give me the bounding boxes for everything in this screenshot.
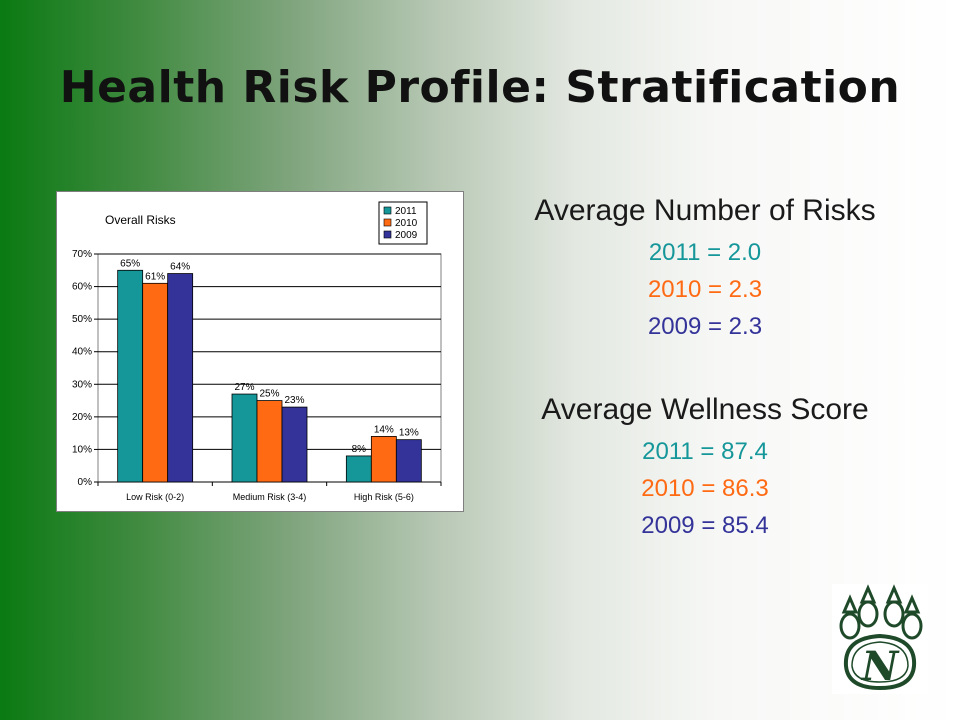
legend-swatch-2009 [383, 230, 392, 239]
chart-title: Overall Risks [105, 213, 176, 227]
y-tick-label: 40% [72, 347, 92, 358]
data-label: 23% [284, 395, 304, 406]
wellness-line-2010: 2010 = 86.3 [641, 475, 769, 502]
data-label: 13% [399, 428, 419, 439]
average-risks-heading: Average Number of Risks [534, 194, 876, 227]
data-label: 25% [259, 389, 279, 400]
data-label: 65% [120, 258, 140, 269]
y-tick-label: 20% [72, 412, 92, 423]
x-category-label: Medium Risk (3-4) [233, 492, 307, 502]
bar-2009-0 [167, 273, 194, 483]
legend-label-2009: 2009 [395, 230, 418, 241]
logo-letter: N [860, 643, 900, 690]
average-wellness-heading: Average Wellness Score [541, 393, 869, 426]
risks-line-2011: 2011 = 2.0 [648, 239, 762, 266]
legend-label-2011: 2011 [395, 206, 417, 217]
wellness-line-2011: 2011 = 87.4 [642, 438, 768, 465]
y-tick-label: 0% [78, 477, 93, 488]
data-label: 8% [352, 444, 367, 455]
overall-risks-chart: 0% 10% 20% 30% 40% 50% 60% 70% 65% 61% 64% Low Risk… [56, 191, 464, 512]
risks-line-2010: 2010 = 2.3 [647, 276, 763, 303]
y-tick-label: 70% [72, 249, 92, 260]
average-wellness-panel: Average Wellness Score 2011 = 87.4 2010 … [470, 393, 940, 544]
y-tick-label: 30% [72, 379, 92, 390]
data-label: 61% [145, 271, 165, 282]
risks-line-2009: 2009 = 2.3 [647, 313, 763, 340]
slide-title: Health Risk Profile: Stratification [59, 62, 901, 113]
bar-2011-2 [345, 455, 372, 483]
data-label: 64% [170, 262, 190, 273]
average-risks-panel: Average Number of Risks 2011 = 2.0 2010 … [470, 194, 940, 345]
y-tick-label: 10% [72, 444, 92, 455]
data-label: 27% [234, 382, 254, 393]
legend-swatch-2011 [383, 206, 392, 215]
bar-2011-1 [231, 393, 258, 483]
y-tick-label: 60% [72, 282, 92, 293]
bar-2010-2 [370, 435, 397, 483]
legend-label-2010: 2010 [395, 218, 418, 229]
y-tick-label: 50% [72, 314, 92, 325]
data-label: 14% [374, 424, 394, 435]
legend-swatch-2010 [383, 218, 392, 227]
bar-2010-1 [256, 400, 283, 483]
bar-2011-0 [117, 269, 144, 483]
wellness-line-2009: 2009 = 85.4 [641, 512, 769, 539]
bar-2009-1 [281, 406, 308, 483]
x-category-label: High Risk (5-6) [354, 492, 414, 502]
chart-canvas: 0% 10% 20% 30% 40% 50% 60% 70% 65% 61% 64% Low Risk… [72, 201, 442, 502]
bar-2009-2 [395, 439, 422, 483]
bar-2010-0 [142, 282, 169, 483]
paw-print-icon: N [832, 584, 928, 694]
x-category-label: Low Risk (0-2) [126, 492, 184, 502]
